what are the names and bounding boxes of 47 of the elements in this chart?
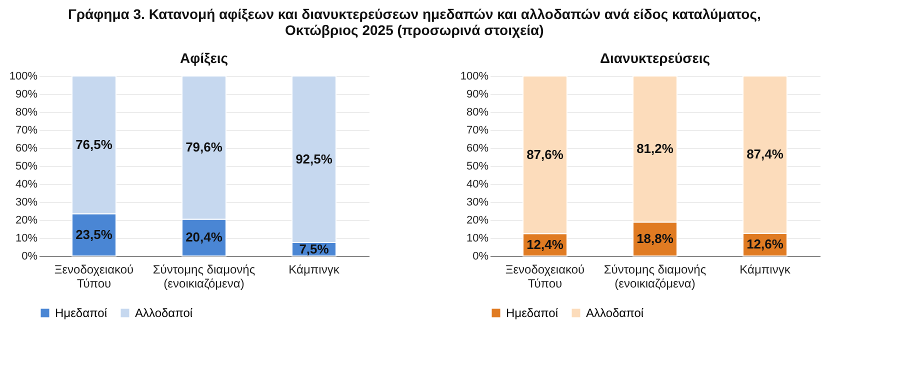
text: Γράφημα 3. Κατανομή αφίξεων και διανυκτερεύσεων ημεδαπών και αλλοδαπών ανά είδος καταλύματος, Οκτώβριος 2025 (προσωρινά στοιχεία)	[68, 6, 761, 38]
legend-label: Αλλοδαποί	[586, 306, 644, 320]
y-tick-label: 60%	[466, 142, 489, 154]
y-tick-label: 100%	[9, 70, 38, 82]
y-tick-label: 100%	[460, 70, 489, 82]
y-tick-label: 30%	[466, 196, 489, 208]
y-tick-label: 60%	[15, 142, 38, 154]
y-tick-label: 90%	[466, 88, 489, 100]
data-label: 23,5%	[76, 226, 113, 242]
data-label: 76,5%	[76, 136, 113, 152]
data-label: 18,8%	[636, 231, 674, 246]
data-label: 20,4%	[186, 230, 223, 245]
chart-title: Αφίξεις	[180, 50, 228, 66]
y-tick-label: 70%	[15, 124, 38, 136]
y-tick-label: 50%	[15, 160, 38, 172]
x-tick-label: Ξενοδοχειακού Τύπου	[505, 262, 585, 290]
data-label: 12,4%	[526, 236, 564, 252]
y-tick-label: 20%	[15, 214, 38, 226]
y-tick-label: 40%	[15, 178, 38, 190]
y-tick-label: 20%	[466, 214, 489, 226]
x-tick-label: Κάμπινγκ	[740, 262, 792, 276]
legend-label: Αλλοδαποί	[135, 306, 193, 320]
y-tick-label: 30%	[15, 196, 38, 208]
y-tick-label: 0%	[472, 250, 489, 262]
x-tick-label: Ξενοδοχειακού Τύπου	[54, 262, 134, 290]
y-tick-label: 10%	[15, 232, 38, 244]
x-tick-label: Σύντομης διαμονής (ενοικιαζόμενα)	[604, 262, 706, 290]
y-tick-label: 40%	[466, 178, 489, 190]
data-label: 79,6%	[186, 140, 223, 155]
y-tick-label: 80%	[466, 106, 489, 118]
x-tick-label: Κάμπινγκ	[288, 262, 340, 276]
data-label: 7,5%	[299, 241, 330, 256]
chart-title: Διανυκτερεύσεις	[600, 50, 710, 66]
data-label: 92,5%	[296, 151, 333, 166]
data-label: 87,6%	[526, 146, 564, 162]
y-tick-label: 50%	[466, 160, 489, 172]
data-label: 87,4%	[746, 146, 784, 162]
x-tick-label: Σύντομης διαμονής (ενοικιαζόμενα)	[152, 262, 256, 290]
data-label: 12,6%	[746, 236, 784, 252]
y-tick-label: 90%	[15, 88, 38, 100]
y-tick-label: 0%	[22, 250, 38, 262]
data-label: 81,2%	[636, 141, 674, 156]
legend-label: Ημεδαποί	[506, 306, 558, 320]
y-tick-label: 70%	[466, 124, 489, 136]
legend-label: Ημεδαποί	[55, 306, 108, 320]
y-tick-label: 80%	[15, 106, 38, 118]
y-tick-label: 10%	[466, 232, 489, 244]
